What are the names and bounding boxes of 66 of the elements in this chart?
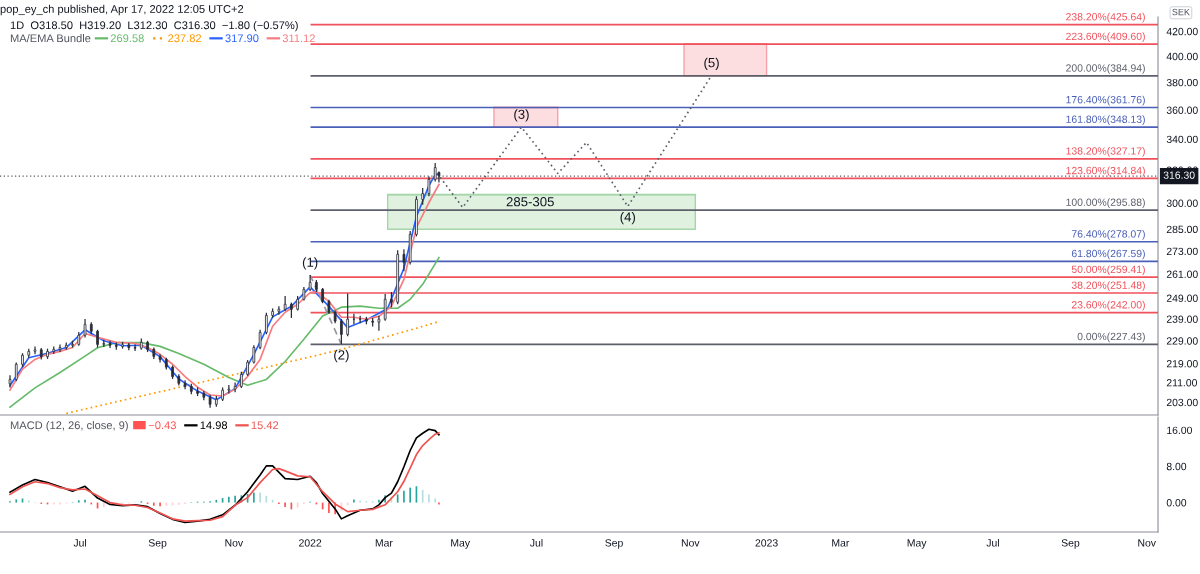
annotation: (1) [302,257,318,270]
y-tick-label: 249.00 [1166,294,1198,302]
y-tick-label: 219.00 [1166,360,1198,368]
y-tick-label: 420.00 [1166,27,1198,36]
y-axis-title: SEK [1172,8,1190,16]
legend-label: 237.82 [168,34,202,43]
annotation: (5) [704,57,719,70]
legend-title: MACD (12, 26, close, 9) [10,421,128,432]
legend-label: 14.98 [200,421,228,430]
y-tick-label: 360.00 [1166,106,1198,114]
annotation: 100.00%(295.88) [1066,198,1145,208]
annotation: 76.40%(278.07) [1071,229,1145,240]
y-tick-label: 8.00 [1166,462,1187,471]
x-tick-label: May [451,539,471,549]
annotation: 61.80%(267.59) [1071,249,1145,260]
y-tick-label: 300.00 [1166,199,1198,207]
y-tick-label: 261.00 [1166,270,1198,278]
x-tick-label: Nov [225,539,244,547]
x-tick-label: Sep [1061,539,1080,549]
x-tick-label: Mar [832,539,850,547]
x-tick-label: Nov [681,539,700,547]
y-tick-label: 16.00 [1167,426,1192,435]
annotation: 161.80%(348.13) [1066,115,1145,126]
y-tick-label: 340.00 [1166,135,1198,144]
y-tick-label: 229.00 [1166,337,1198,345]
legend-title: MA/EMA Bundle [10,34,91,43]
x-tick-label: Sep [605,539,623,549]
x-tick-label: Jul [986,538,999,547]
legend-label: −0.43 [148,421,176,430]
annotation: (4) [620,211,636,225]
y-tick-label: 211.00 [1166,379,1198,387]
legend-label: 317.90 [225,34,259,43]
annotation: 285-305 [506,197,554,207]
y-tick-label: 273.00 [1166,247,1198,256]
annotation: 123.60%(314.84) [1066,166,1145,177]
x-tick-label: Mar [375,539,393,547]
chart-title: pop_ey_ch published, Apr 17, 2022 12:05 UTC+2 [0,4,244,16]
x-tick-label: May [907,539,927,549]
x-tick-label: 2023 [755,539,778,547]
annotation: (2) [334,349,349,363]
annotation: 38.20%(251.48) [1071,281,1145,291]
legend-label: 269.58 [110,34,144,43]
x-tick-label: 2022 [299,539,322,547]
y-tick-label: 203.00 [1166,398,1198,407]
y-tick-label: 285.00 [1166,225,1198,234]
legend-label: 15.42 [251,421,279,430]
chart-subtitle: 1D O318.50 H319.20 L312.30 C316.30 −1.80 (−0.57%) [10,21,298,32]
y-tick-label: 380.00 [1166,78,1198,87]
y-tick-label: 400.00 [1166,52,1198,61]
annotation: 223.60%(409.60) [1066,32,1145,43]
annotation: 238.20%(425.64) [1066,12,1145,23]
legend-label: 311.12 [282,34,315,43]
annotation: (3) [514,109,529,122]
x-tick-label: Sep [148,539,167,549]
annotation: 23.60%(242.00) [1071,300,1145,311]
annotation: 50.00%(259.41) [1071,265,1145,276]
annotation: 138.20%(327.17) [1066,147,1145,157]
x-tick-label: Jul [73,538,86,547]
annotation: 200.00%(384.94) [1066,64,1145,74]
x-tick-label: Jul [529,538,543,547]
x-tick-label: Nov [1138,539,1156,547]
annotation: 0.00%(227.43) [1077,332,1145,343]
y-tick-label: 239.00 [1166,315,1198,323]
annotation: 176.40%(361.76) [1066,95,1145,106]
y-tick-label: 0.00 [1166,499,1187,507]
ref-line-label: 316.30 [1163,171,1195,179]
